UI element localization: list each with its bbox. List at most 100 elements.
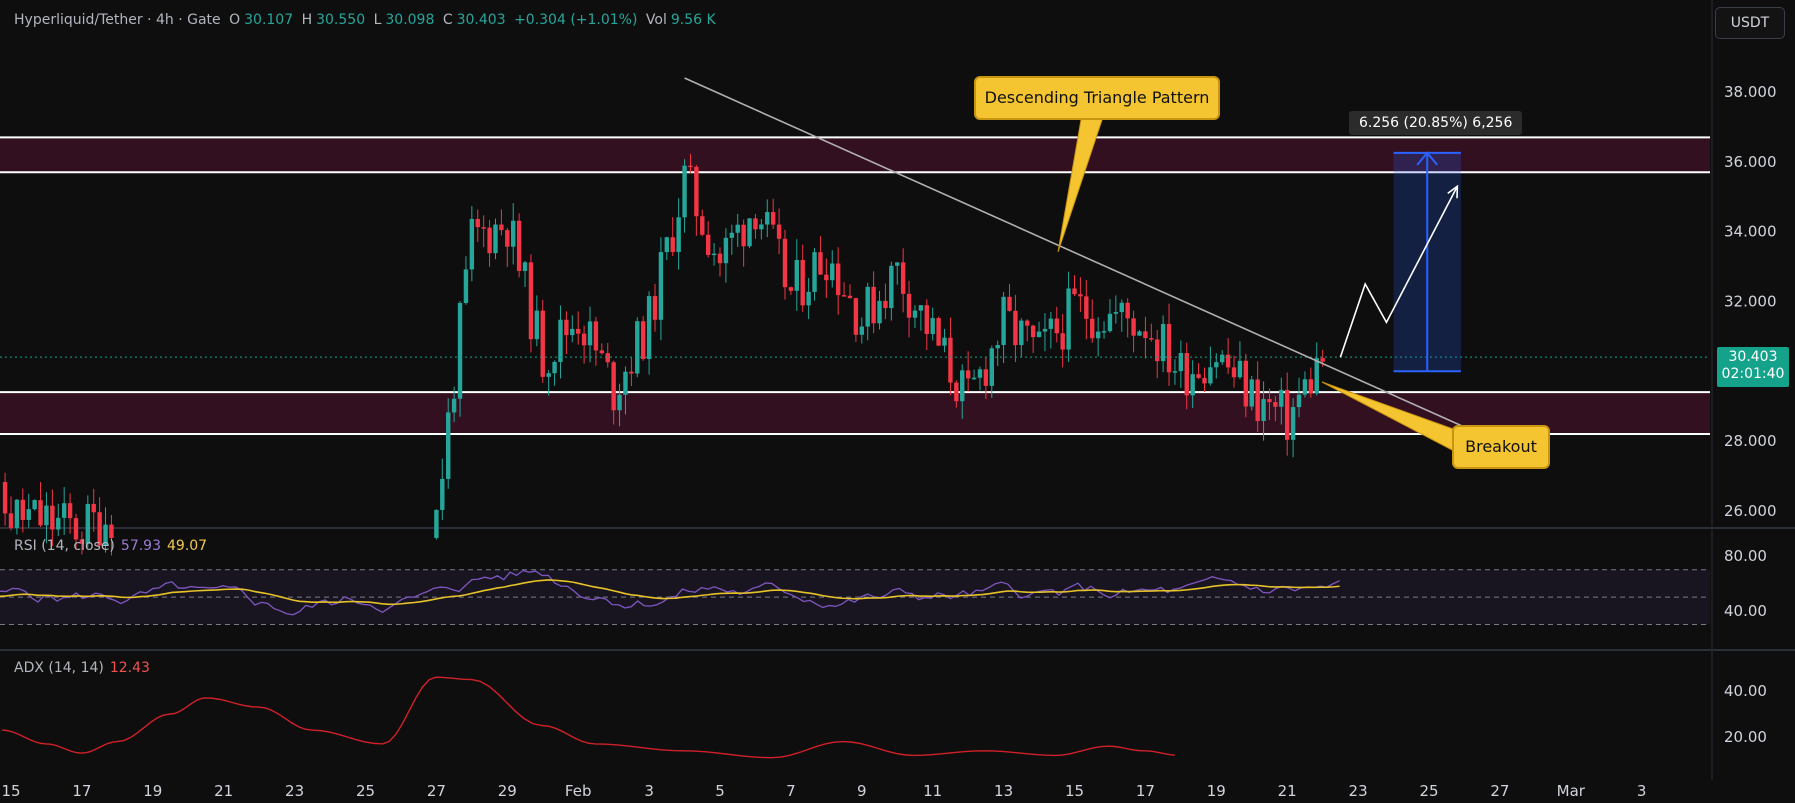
- time-tick-label: 3: [1637, 782, 1647, 800]
- adx-line: [2, 676, 1175, 759]
- candle-body: [1166, 324, 1172, 373]
- candle-body: [676, 217, 681, 253]
- volume-label: Vol: [645, 12, 667, 28]
- candle-body: [835, 263, 841, 296]
- high-value: 30.550: [316, 12, 366, 28]
- candle-body: [806, 291, 811, 306]
- candle-body: [1048, 318, 1054, 329]
- last-price-tag: 30.403 02:01:40: [1717, 347, 1789, 387]
- candle-body: [56, 517, 61, 530]
- candle-body: [930, 318, 935, 335]
- descending-trendline: [684, 77, 1465, 428]
- candle-body: [960, 370, 965, 402]
- price-tick-label: 36.000: [1724, 153, 1777, 171]
- candle-body: [475, 218, 480, 228]
- candle-body: [1155, 339, 1160, 362]
- candle-body: [1025, 320, 1030, 326]
- candle-body: [32, 500, 37, 510]
- candle-body: [599, 350, 605, 354]
- price-tick-label: 26.000: [1724, 502, 1777, 520]
- candle-body: [440, 478, 445, 510]
- candle-body: [635, 321, 640, 374]
- candle-body: [593, 321, 599, 351]
- candle-body: [871, 286, 876, 324]
- candle-body: [1160, 324, 1166, 362]
- candle-body: [682, 165, 687, 218]
- time-tick-label: 13: [994, 782, 1013, 800]
- time-tick-label: 27: [1490, 782, 1509, 800]
- time-tick-label: 11: [923, 782, 942, 800]
- candle-body: [1184, 353, 1189, 396]
- rsi-ma-line: [0, 579, 1340, 606]
- candle-body: [1261, 399, 1266, 421]
- candle-body: [1279, 389, 1284, 407]
- close-value: 30.403: [456, 12, 506, 28]
- candle-body: [1255, 379, 1260, 421]
- candle-body: [1001, 296, 1006, 345]
- low-label: L: [373, 12, 382, 28]
- candle-body: [103, 524, 108, 546]
- projection-arrow-head: [1447, 184, 1459, 199]
- candle-body: [528, 262, 534, 340]
- rsi-line: [0, 569, 1340, 616]
- price-tick-label: 34.000: [1724, 223, 1777, 241]
- adx-pane-label: ADX (14, 14) 12.43: [14, 660, 150, 676]
- measure-arrow-head: [1416, 151, 1438, 166]
- candle-body: [900, 262, 906, 294]
- time-tick-label: 25: [356, 782, 375, 800]
- candle-body: [97, 512, 102, 546]
- candle-body: [109, 524, 114, 538]
- currency-button[interactable]: USDT: [1715, 7, 1785, 39]
- adx-tick-label: 40.00: [1724, 682, 1767, 700]
- candle-body: [652, 296, 658, 320]
- candle-body: [1090, 318, 1095, 339]
- candle-body: [1243, 360, 1249, 407]
- adx-tick-label: 20.00: [1724, 728, 1767, 746]
- candle-body: [859, 326, 864, 335]
- candle-body: [576, 328, 581, 334]
- candles-group: [2, 153, 1325, 556]
- candle-body: [73, 518, 79, 540]
- candle-body: [948, 337, 953, 383]
- open-label: O: [229, 12, 241, 28]
- candle-body: [1149, 338, 1154, 340]
- candle-body: [818, 252, 823, 275]
- candle-body: [765, 212, 770, 225]
- change-value: +0.304 (+1.01%): [514, 12, 638, 28]
- projection-path: [1339, 185, 1459, 358]
- symbol-legend: Hyperliquid/Tether · 4h · Gate O 30.107 H…: [14, 12, 720, 28]
- candle-body: [1314, 358, 1319, 394]
- candle-body: [14, 499, 20, 528]
- candle-body: [912, 310, 918, 318]
- candle-body: [983, 369, 989, 386]
- candle-body: [700, 216, 705, 235]
- time-tick-label: 3: [644, 782, 654, 800]
- candle-countdown: 02:01:40: [1721, 366, 1785, 382]
- breakout-callout[interactable]: Breakout: [1452, 425, 1550, 469]
- time-tick-label: 23: [285, 782, 304, 800]
- price-tick-label: 38.000: [1724, 83, 1777, 101]
- time-tick-label: 25: [1419, 782, 1438, 800]
- candle-body: [735, 224, 740, 233]
- volume-value: 9.56 K: [670, 12, 716, 28]
- candle-body: [629, 371, 634, 374]
- pattern-callout[interactable]: Descending Triangle Pattern: [974, 76, 1220, 120]
- candle-body: [889, 265, 894, 309]
- candle-body: [1285, 389, 1290, 440]
- candle-body: [711, 253, 717, 256]
- candle-body: [1042, 328, 1048, 332]
- candle-body: [847, 295, 853, 299]
- candle-body: [1308, 379, 1314, 394]
- candle-body: [664, 237, 670, 253]
- candle-body: [965, 370, 971, 379]
- candle-body: [830, 263, 835, 281]
- candle-body: [463, 269, 469, 304]
- candle-body: [942, 337, 947, 346]
- candle-body: [481, 227, 486, 229]
- candle-body: [1302, 379, 1308, 395]
- time-tick-label: 21: [1278, 782, 1297, 800]
- candle-body: [1125, 302, 1130, 319]
- candle-body: [788, 287, 794, 291]
